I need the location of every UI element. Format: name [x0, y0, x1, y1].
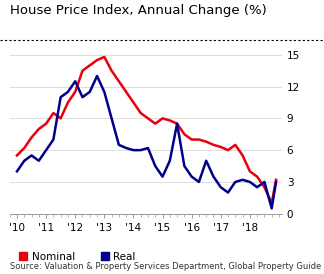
Text: House Price Index, Annual Change (%): House Price Index, Annual Change (%) — [10, 4, 266, 17]
Legend: Nominal, Real: Nominal, Real — [15, 247, 140, 266]
Text: Source: Valuation & Property Services Department, Global Property Guide: Source: Valuation & Property Services De… — [10, 262, 321, 271]
